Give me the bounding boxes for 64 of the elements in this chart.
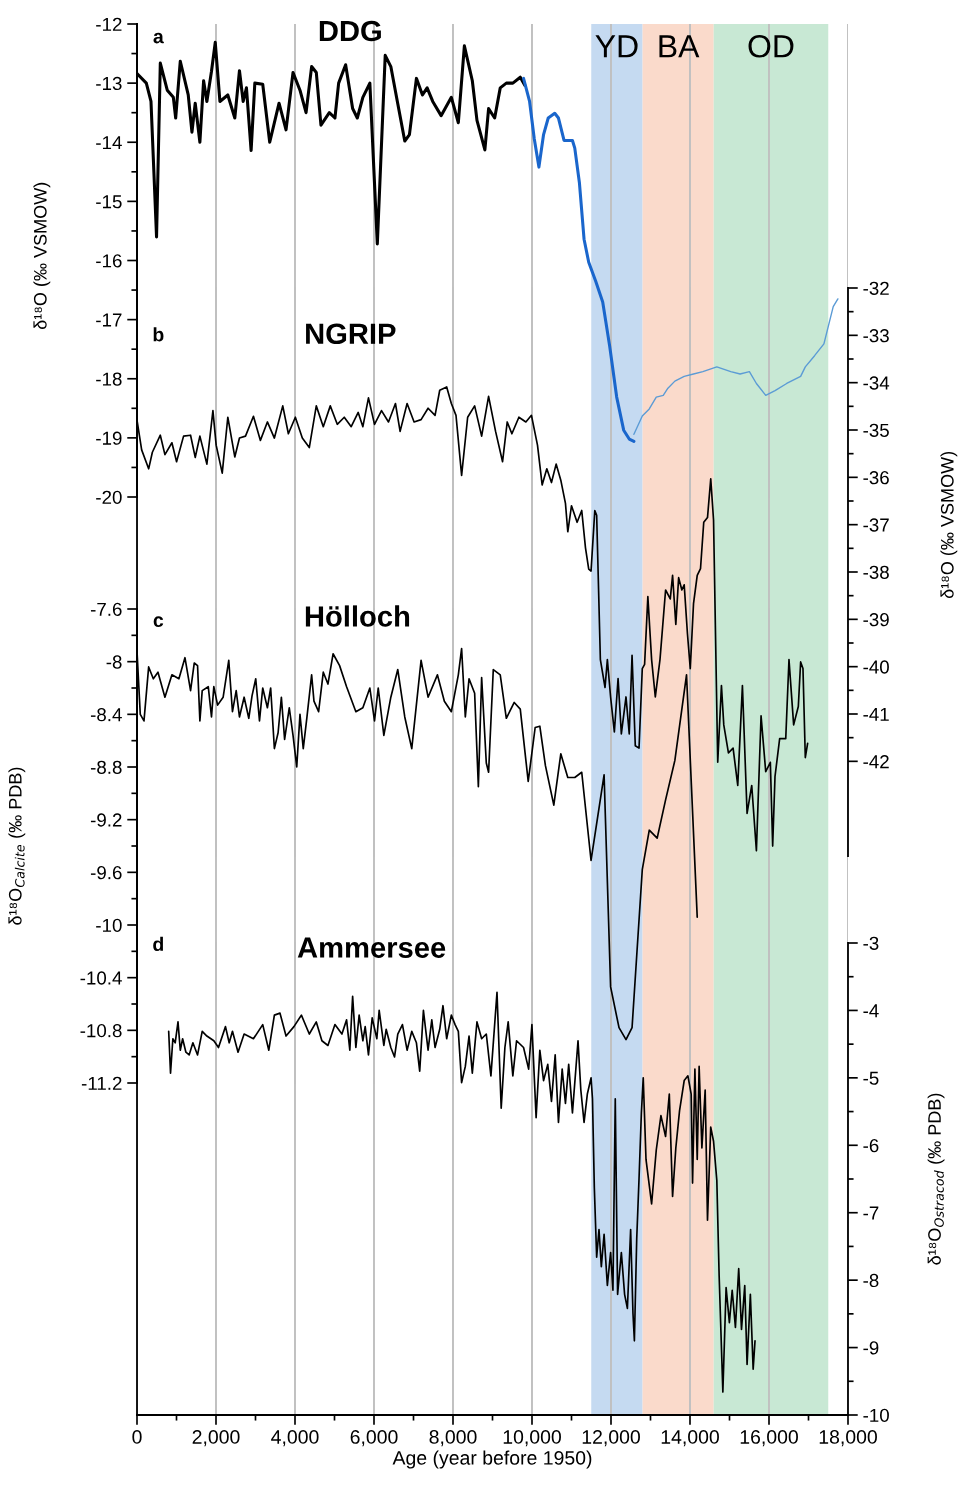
x-tick-label: 6,000 xyxy=(350,1430,398,1447)
y-tick-label: -10.4 xyxy=(80,971,122,985)
y2-tick-label: -37 xyxy=(863,518,889,532)
text: NGRIP xyxy=(306,323,396,345)
y-tick-label: -20 xyxy=(96,490,122,504)
y-tick-label: -9.6 xyxy=(90,866,122,880)
y2-tick-label: -3 xyxy=(863,936,879,950)
x-tick-label: 12,000 xyxy=(582,1430,640,1447)
y-tick-label: -8.4 xyxy=(90,708,122,722)
annotation: c xyxy=(153,616,164,628)
y2-tick-label: -41 xyxy=(863,707,889,721)
chart-title: DDG xyxy=(319,20,381,42)
y2-axis-title: δ¹⁸O (‰ VSMOW) xyxy=(940,451,958,599)
y-tick-label: -8 xyxy=(106,655,122,669)
band-label: YD xyxy=(595,35,638,58)
y-tick-label: -17 xyxy=(96,313,122,327)
y-tick-label: -16 xyxy=(96,254,122,268)
y2-tick-label: -40 xyxy=(863,660,889,674)
y-tick-label: -13 xyxy=(96,76,122,91)
y2-tick-label: -5 xyxy=(863,1071,879,1085)
y-tick-label: -10.8 xyxy=(80,1024,122,1038)
y2-tick-label: -35 xyxy=(863,423,889,437)
y2-tick-label: -39 xyxy=(863,613,889,627)
y2-tick-label: -4 xyxy=(863,1004,879,1018)
chart-title: Ammersee xyxy=(297,937,446,958)
y-tick-label: -11.2 xyxy=(81,1076,122,1090)
y2-axis-title: δ¹⁸O$_{Ostracod}$ (‰ PDB) xyxy=(927,1093,945,1265)
y2-tick-label: -7 xyxy=(863,1206,879,1220)
x-tick-label: 14,000 xyxy=(661,1430,719,1447)
x-tick-label: 4,000 xyxy=(271,1430,319,1447)
x-tick-label: 10,000 xyxy=(503,1430,561,1447)
y2-tick-label: -38 xyxy=(863,565,889,579)
band-label: BA xyxy=(659,35,700,58)
y2-tick-label: -36 xyxy=(863,471,889,485)
y2-tick-label: -10 xyxy=(863,1408,889,1422)
y2-tick-label: -34 xyxy=(863,376,890,390)
x-tick-label: 16,000 xyxy=(740,1430,798,1447)
y-tick-label: -18 xyxy=(96,372,122,386)
y-tick-label: -9.2 xyxy=(90,813,122,827)
x-axis-title: Age (year before 1950) xyxy=(392,1450,592,1469)
y2-tick-label: -6 xyxy=(863,1138,879,1153)
y-tick-label: -10 xyxy=(96,918,122,932)
y2-tick-label: -42 xyxy=(863,755,889,769)
y-tick-label: -19 xyxy=(96,431,122,445)
band-label: OD xyxy=(748,34,794,58)
x-tick-label: 0 xyxy=(132,1430,142,1444)
y-tick-label: -14 xyxy=(96,136,122,150)
y2-tick-label: -9 xyxy=(863,1341,879,1355)
chart-title: Hölloch xyxy=(305,605,410,627)
y-tick-label: -8.8 xyxy=(90,760,122,774)
y-axis-title: δ¹⁸O (‰ VSMOW) xyxy=(33,182,51,330)
y-tick-label: -12 xyxy=(96,17,122,31)
y-axis-title: δ¹⁸O$_{Calcite}$ (‰ PDB) xyxy=(8,767,26,925)
x-tick-label: 2,000 xyxy=(192,1430,240,1447)
y-tick-label: -7.6 xyxy=(90,602,122,616)
annotation: b xyxy=(153,327,164,342)
annotation: a xyxy=(153,32,164,44)
y2-tick-label: -33 xyxy=(863,329,889,343)
annotation: d xyxy=(153,936,163,952)
y-tick-label: -15 xyxy=(96,195,122,209)
x-tick-label: 8,000 xyxy=(429,1430,477,1447)
x-tick-label: 18,000 xyxy=(819,1430,877,1447)
y2-tick-label: -32 xyxy=(863,281,889,295)
y2-tick-label: -8 xyxy=(863,1273,879,1288)
